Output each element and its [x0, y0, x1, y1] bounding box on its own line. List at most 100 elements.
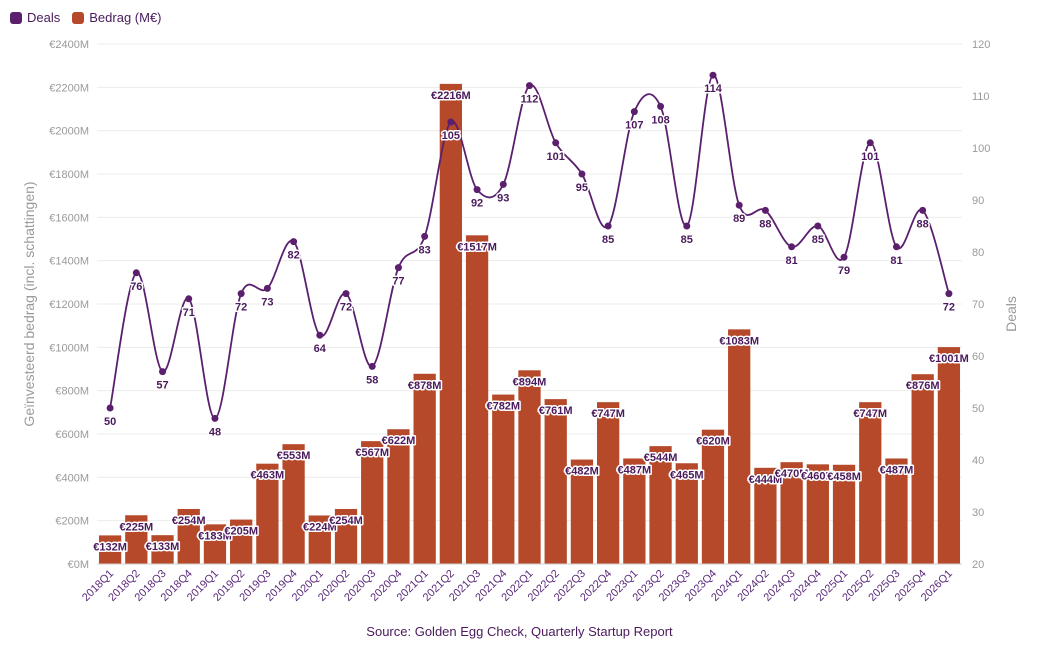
bar [230, 519, 253, 564]
y-right-tick: 70 [972, 299, 984, 311]
y-left-tick: €1800M [49, 169, 89, 181]
deals-line [109, 74, 950, 420]
deals-label: 105 [442, 130, 460, 142]
deals-label: 92 [471, 198, 483, 210]
bar-label: €460M [801, 470, 835, 482]
deals-point [106, 404, 114, 412]
bar-label: €2216M [431, 90, 471, 102]
y-left-tick: €1600M [49, 212, 89, 224]
bar-label: €487M [880, 464, 914, 476]
deals-label: 101 [861, 151, 879, 163]
legend-amount-label: Bedrag (M€) [89, 10, 162, 25]
legend-item-deals[interactable]: Deals [10, 10, 60, 25]
bar [282, 444, 305, 564]
bar [439, 83, 463, 564]
bar [701, 429, 725, 564]
bar [125, 515, 148, 564]
bar [361, 441, 384, 564]
deals-label: 76 [130, 281, 142, 293]
y-left-tick: €1200M [49, 299, 89, 311]
deals-label: 71 [183, 307, 195, 319]
deals-label: 64 [314, 343, 327, 355]
deals-label: 72 [340, 302, 352, 314]
deals-label: 85 [681, 234, 693, 246]
deals-point [263, 284, 271, 292]
deals-point [657, 102, 665, 110]
deals-point [892, 243, 900, 251]
y-right-tick: 120 [972, 39, 990, 51]
y-left-tick: €2200M [49, 82, 89, 94]
bar-label: €876M [906, 380, 940, 392]
bar-label: €1001M [929, 353, 969, 365]
deals-label: 73 [261, 296, 273, 308]
bar [806, 464, 829, 564]
bar [911, 374, 934, 564]
deals-label: 83 [419, 244, 431, 256]
bar-label: €254M [172, 515, 206, 527]
bar [596, 402, 620, 564]
deals-point [394, 264, 402, 272]
deals-label: 93 [497, 192, 509, 204]
bar-label: €878M [408, 380, 442, 392]
bar [413, 373, 436, 564]
deals-point [499, 180, 507, 188]
bar [177, 508, 200, 564]
bar-label: €225M [119, 521, 153, 533]
y-right-tick: 20 [972, 559, 984, 571]
bar-label: €444M [749, 474, 783, 486]
deals-label: 57 [156, 380, 168, 392]
bar-label: €463M [251, 470, 285, 482]
amount-swatch-icon [72, 11, 85, 24]
bar [308, 515, 331, 564]
deals-point [814, 222, 822, 230]
y-left-tick: €2000M [49, 126, 89, 138]
y-left-tick: €200M [55, 516, 89, 528]
bar [256, 463, 279, 564]
bar-label: €133M [146, 541, 180, 553]
deals-point [683, 222, 691, 230]
legend-item-amount[interactable]: Bedrag (M€) [72, 10, 162, 25]
deals-label: 72 [943, 302, 955, 314]
bar-label: €782M [486, 401, 520, 413]
bar [334, 508, 358, 564]
chart-source: Source: Golden Egg Check, Quarterly Star… [366, 624, 673, 639]
bar-label: €747M [591, 408, 625, 420]
deals-point [159, 368, 167, 376]
deals-point [185, 295, 193, 303]
deals-point [316, 331, 324, 339]
deals-point [578, 170, 586, 178]
y-left-title: Geïnvesteerd bedrag (incl. schattingen) [21, 181, 37, 426]
bar-label: €132M [93, 541, 127, 553]
bar [859, 402, 882, 564]
y-right-tick: 60 [972, 351, 984, 363]
bar-label: €622M [382, 435, 416, 447]
deals-point [447, 118, 455, 126]
deals-point [709, 71, 717, 79]
bar [623, 458, 646, 564]
deals-label: 85 [812, 234, 824, 246]
deals-label: 79 [838, 265, 850, 277]
bar [649, 446, 672, 564]
deals-point [552, 139, 560, 147]
bar-label: €553M [277, 450, 311, 462]
deals-point [761, 206, 769, 214]
deals-point [421, 232, 429, 240]
deals-point [866, 139, 874, 147]
deals-label: 88 [917, 218, 929, 230]
bar-label: €620M [696, 436, 730, 448]
bar-label: €487M [618, 464, 652, 476]
deals-label: 95 [576, 182, 588, 194]
y-left-tick: €2400M [49, 39, 89, 51]
deals-label: 114 [704, 83, 723, 95]
y-left-tick: €1000M [49, 342, 89, 354]
deals-point [919, 206, 927, 214]
bar [754, 467, 777, 564]
deals-label: 50 [104, 416, 116, 428]
deals-label: 112 [521, 94, 539, 106]
y-right-tick: 40 [972, 455, 984, 467]
y-left-tick: €0M [68, 559, 89, 571]
deals-point [368, 362, 376, 370]
deals-label: 89 [733, 213, 745, 225]
bar-label: €747M [853, 408, 887, 420]
